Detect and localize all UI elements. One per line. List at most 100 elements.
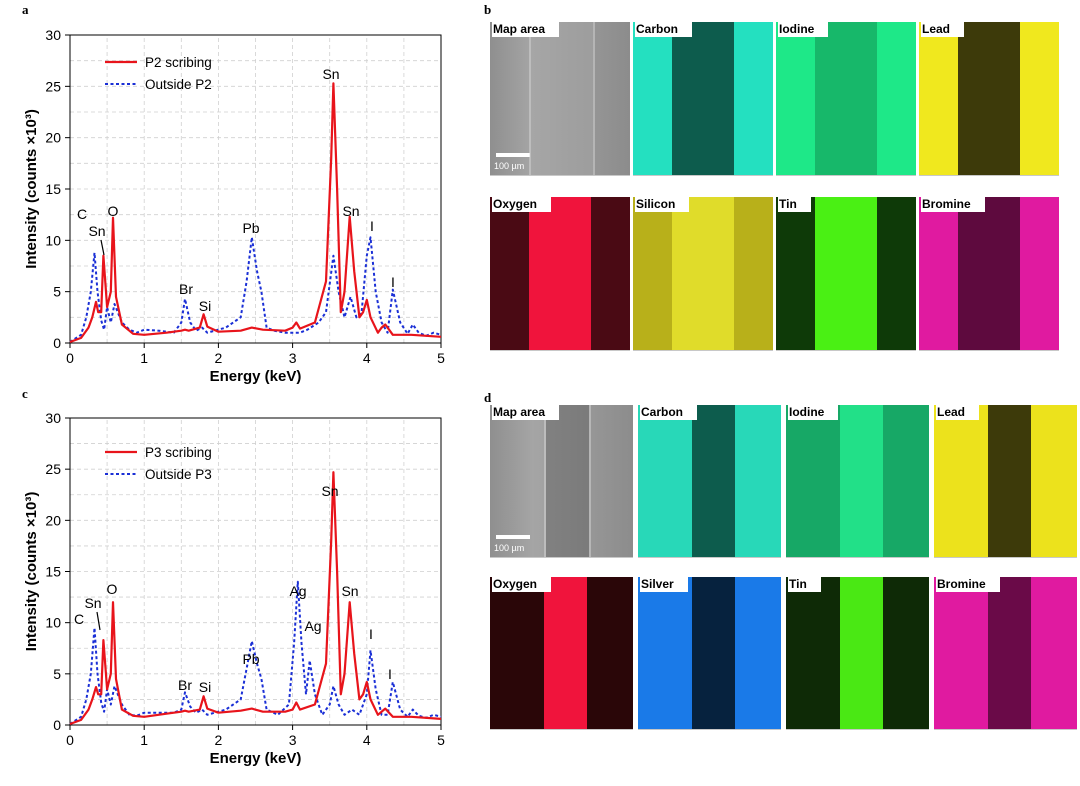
map-tile-label: Tin <box>778 197 811 212</box>
y-tick-label: 0 <box>53 335 61 351</box>
scribe-band <box>958 22 1020 175</box>
peak-pointer-line <box>96 611 101 631</box>
legend-label: P2 scribing <box>145 55 212 70</box>
panel-letter-c: c <box>22 386 28 401</box>
map-tile-label: Bromine <box>921 197 985 212</box>
peak-label: Sn <box>321 483 338 499</box>
peak-label: O <box>107 581 118 597</box>
map-tile-bromine: Bromine <box>934 577 1077 730</box>
scribe-band <box>988 405 1032 557</box>
map-tile-label: Map area <box>492 405 560 420</box>
scale-bar-label: 100 µm <box>494 543 525 553</box>
x-tick-label: 3 <box>289 732 297 748</box>
map-tile-bromine: Bromine <box>919 197 1059 351</box>
map-tile-map-area: 100 µm Map area <box>490 405 633 558</box>
scribe-band <box>692 405 736 557</box>
peak-label: Ag <box>304 618 321 634</box>
series-line-scribing <box>69 82 442 344</box>
peak-label: Si <box>199 298 211 314</box>
scale-bar <box>496 153 530 157</box>
y-tick-label: 10 <box>45 615 61 631</box>
y-tick-label: 5 <box>53 666 61 682</box>
map-tile-label: Carbon <box>635 22 692 37</box>
peak-label: O <box>108 203 119 219</box>
peak-label: Si <box>199 679 211 695</box>
map-tile-iodine: Iodine <box>776 22 916 176</box>
peak-label: Pb <box>242 651 259 667</box>
y-tick-label: 30 <box>45 410 61 426</box>
map-tile-label: Tin <box>788 577 821 592</box>
x-axis-title: Energy (keV) <box>210 368 302 385</box>
map-tile-label: Carbon <box>640 405 697 420</box>
x-axis-title: Energy (keV) <box>210 750 302 767</box>
map-tile-label: Lead <box>921 22 965 37</box>
y-tick-label: 30 <box>45 27 61 43</box>
series-line-outside <box>69 236 442 343</box>
scale-bar-label: 100 µm <box>494 161 525 171</box>
scribe-band <box>692 577 736 729</box>
y-tick-label: 15 <box>45 564 61 580</box>
scribe-band <box>958 197 1020 350</box>
map-tile-label: Oxygen <box>492 577 552 592</box>
scribe-band <box>672 22 734 175</box>
map-tile-label: Lead <box>936 405 980 420</box>
peak-pointer-line <box>100 239 105 256</box>
scribe-band <box>840 405 884 557</box>
peak-label: Pb <box>242 220 259 236</box>
map-tile-label: Iodine <box>788 405 839 420</box>
x-tick-label: 2 <box>215 732 223 748</box>
scribe-band <box>815 197 877 350</box>
map-tile-label: Oxygen <box>492 197 552 212</box>
panel-letter-a: a <box>22 2 29 17</box>
peak-label: Sn <box>341 583 358 599</box>
grid-lines <box>69 34 442 344</box>
y-tick-label: 25 <box>45 78 61 94</box>
map-tile-map-area: 100 µm Map area <box>490 22 630 176</box>
map-tile-tin: Tin <box>776 197 916 351</box>
series-line-scribing <box>69 471 442 726</box>
map-tile-silicon: Silicon <box>633 197 773 351</box>
x-tick-label: 5 <box>437 732 445 748</box>
peak-label: Ag <box>289 583 306 599</box>
x-tick-label: 4 <box>363 350 371 366</box>
x-tick-label: 1 <box>140 350 148 366</box>
peak-label: I <box>369 626 373 642</box>
y-tick-label: 0 <box>53 717 61 733</box>
map-tile-silver: Silver <box>638 577 781 730</box>
peak-label: Sn <box>322 66 339 82</box>
peak-label: Sn <box>88 223 105 239</box>
x-tick-label: 4 <box>363 732 371 748</box>
y-axis-title: Intensity (counts ×10³) <box>23 109 40 269</box>
map-tile-lead: Lead <box>919 22 1059 176</box>
map-tile-label: Bromine <box>936 577 1000 592</box>
scribe-band <box>988 577 1032 729</box>
y-tick-label: 20 <box>45 512 61 528</box>
peak-label: I <box>388 666 392 682</box>
panel-letter-d: d <box>484 390 492 405</box>
legend-label: P3 scribing <box>145 445 212 460</box>
sem-image <box>490 22 630 175</box>
map-tile-oxygen: Oxygen <box>490 577 633 730</box>
y-tick-label: 25 <box>45 461 61 477</box>
scale-bar <box>496 535 530 539</box>
grid-lines <box>69 417 442 726</box>
map-tile-carbon: Carbon <box>638 405 781 558</box>
map-tile-oxygen: Oxygen <box>490 197 630 351</box>
scribe-band <box>529 22 595 175</box>
y-tick-label: 5 <box>53 284 61 300</box>
eds-spectrum-chart-p3: 0 1 2 3 4 5 0 5 10 15 20 25 30 Energy (keV) Intensity … <box>23 410 445 767</box>
x-tick-label: 0 <box>66 350 74 366</box>
peak-label: C <box>77 206 87 222</box>
map-tile-tin: Tin <box>786 577 929 730</box>
map-tile-label: Silver <box>640 577 688 592</box>
peak-label: C <box>74 611 84 627</box>
scribe-band <box>672 197 734 350</box>
map-tile-label: Map area <box>492 22 560 37</box>
peak-label: Br <box>179 281 193 297</box>
map-tile-iodine: Iodine <box>786 405 929 558</box>
x-tick-label: 1 <box>140 732 148 748</box>
peak-label: Sn <box>342 203 359 219</box>
peak-label: Sn <box>84 595 101 611</box>
x-tick-label: 0 <box>66 732 74 748</box>
y-tick-label: 10 <box>45 232 61 248</box>
